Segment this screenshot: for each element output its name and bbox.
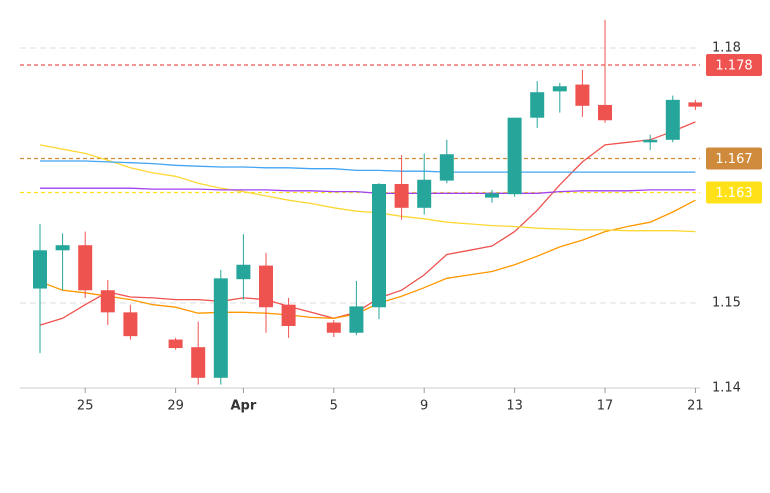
grid — [20, 47, 700, 389]
candle-body — [485, 193, 499, 198]
x-tick-label: 9 — [420, 399, 428, 414]
x-tick-label: 13 — [506, 399, 523, 414]
candle-body — [394, 184, 409, 208]
x-tick-label: 21 — [687, 399, 704, 414]
ma-line — [40, 160, 696, 173]
candle-body — [236, 264, 251, 280]
candle-body — [55, 245, 70, 251]
price-label: 1.163 — [715, 186, 752, 201]
candle-body — [530, 92, 545, 118]
candle-body — [439, 154, 454, 181]
price-label-box — [706, 147, 762, 170]
axes: 1.14 1.15 1.18 25 29 Apr 5 9 13 17 21 1.178 1.167 1.1… — [20, 41, 762, 414]
ma-line — [39, 199, 696, 319]
candle-body — [259, 265, 273, 308]
y-tick-label: 1.18 — [712, 41, 741, 56]
price-label-box — [706, 54, 762, 76]
candle-body — [100, 290, 115, 313]
candle-body — [417, 179, 432, 208]
candle-body — [575, 84, 590, 106]
ma-line — [40, 187, 696, 194]
price-label-box — [706, 181, 762, 204]
candle-body — [191, 347, 206, 378]
ma-line — [39, 144, 696, 233]
candle-body — [123, 312, 138, 337]
candle-body — [33, 250, 47, 289]
price-label: 1.167 — [715, 152, 752, 167]
x-tick-label: 25 — [77, 399, 94, 414]
candle-body — [507, 117, 522, 195]
candle-body — [281, 304, 296, 326]
candle-body — [213, 278, 228, 378]
candle-body — [78, 245, 93, 291]
x-tick-label: Apr — [231, 399, 257, 414]
candle-body — [552, 86, 567, 92]
ma-line — [39, 121, 696, 326]
y-tick-label: 1.14 — [712, 381, 741, 396]
candle-body — [643, 139, 658, 143]
candle-body — [372, 184, 386, 308]
candle-body — [598, 104, 612, 121]
candle-body — [688, 102, 702, 107]
plot-area — [33, 19, 702, 385]
y-tick-label: 1.15 — [712, 296, 741, 311]
x-tick-label: 5 — [330, 399, 338, 414]
candle-body — [349, 306, 364, 333]
candle-body — [168, 339, 183, 349]
x-tick-label: 17 — [597, 399, 614, 414]
candle-body — [326, 322, 341, 333]
price-label: 1.178 — [715, 59, 752, 74]
candle-body — [665, 99, 680, 140]
x-tick-label: 29 — [167, 399, 184, 414]
